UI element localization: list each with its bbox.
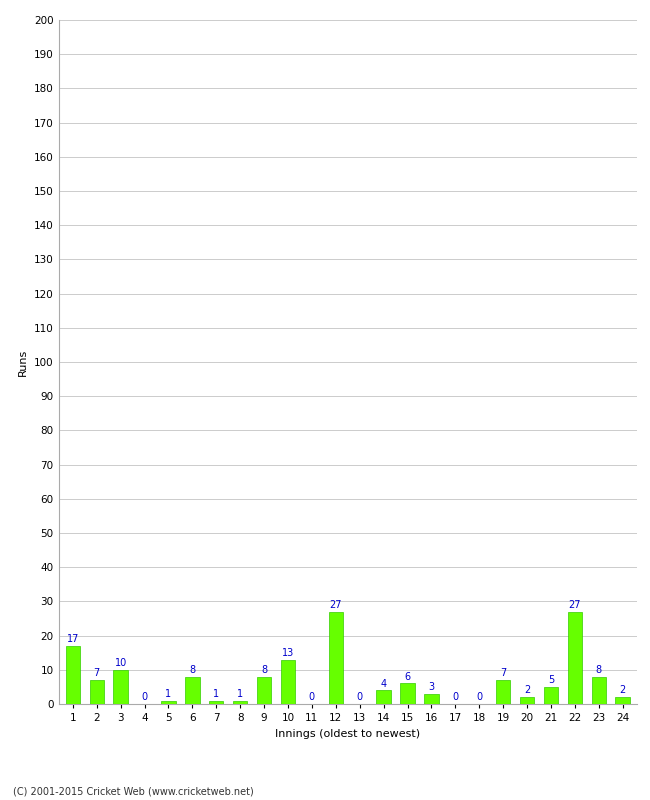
Text: 7: 7	[500, 668, 506, 678]
Bar	[185, 677, 200, 704]
Bar	[520, 697, 534, 704]
Text: 27: 27	[330, 600, 342, 610]
Text: 3: 3	[428, 682, 434, 692]
Text: 1: 1	[237, 689, 243, 699]
Text: 5: 5	[548, 675, 554, 685]
X-axis label: Innings (oldest to newest): Innings (oldest to newest)	[275, 729, 421, 738]
Bar	[281, 659, 295, 704]
Text: 8: 8	[189, 665, 196, 675]
Text: 0: 0	[309, 692, 315, 702]
Text: 0: 0	[142, 692, 148, 702]
Text: 8: 8	[595, 665, 602, 675]
Bar	[161, 701, 176, 704]
Text: 10: 10	[114, 658, 127, 668]
Text: (C) 2001-2015 Cricket Web (www.cricketweb.net): (C) 2001-2015 Cricket Web (www.cricketwe…	[13, 786, 254, 796]
Text: 4: 4	[380, 678, 387, 689]
Text: 1: 1	[213, 689, 219, 699]
Text: 17: 17	[67, 634, 79, 644]
Bar	[400, 683, 415, 704]
Text: 0: 0	[476, 692, 482, 702]
Bar	[567, 612, 582, 704]
Bar	[90, 680, 104, 704]
Text: 13: 13	[282, 648, 294, 658]
Bar	[616, 697, 630, 704]
Bar	[424, 694, 439, 704]
Text: 7: 7	[94, 668, 100, 678]
Text: 0: 0	[357, 692, 363, 702]
Text: 8: 8	[261, 665, 267, 675]
Bar	[114, 670, 128, 704]
Text: 0: 0	[452, 692, 458, 702]
Bar	[544, 687, 558, 704]
Bar	[592, 677, 606, 704]
Bar	[66, 646, 80, 704]
Text: 27: 27	[569, 600, 581, 610]
Text: 2: 2	[524, 686, 530, 695]
Bar	[209, 701, 224, 704]
Bar	[233, 701, 248, 704]
Text: 6: 6	[404, 672, 411, 682]
Text: 2: 2	[619, 686, 626, 695]
Bar	[376, 690, 391, 704]
Text: 1: 1	[165, 689, 172, 699]
Bar	[257, 677, 271, 704]
Bar	[496, 680, 510, 704]
Bar	[329, 612, 343, 704]
Y-axis label: Runs: Runs	[18, 348, 29, 376]
